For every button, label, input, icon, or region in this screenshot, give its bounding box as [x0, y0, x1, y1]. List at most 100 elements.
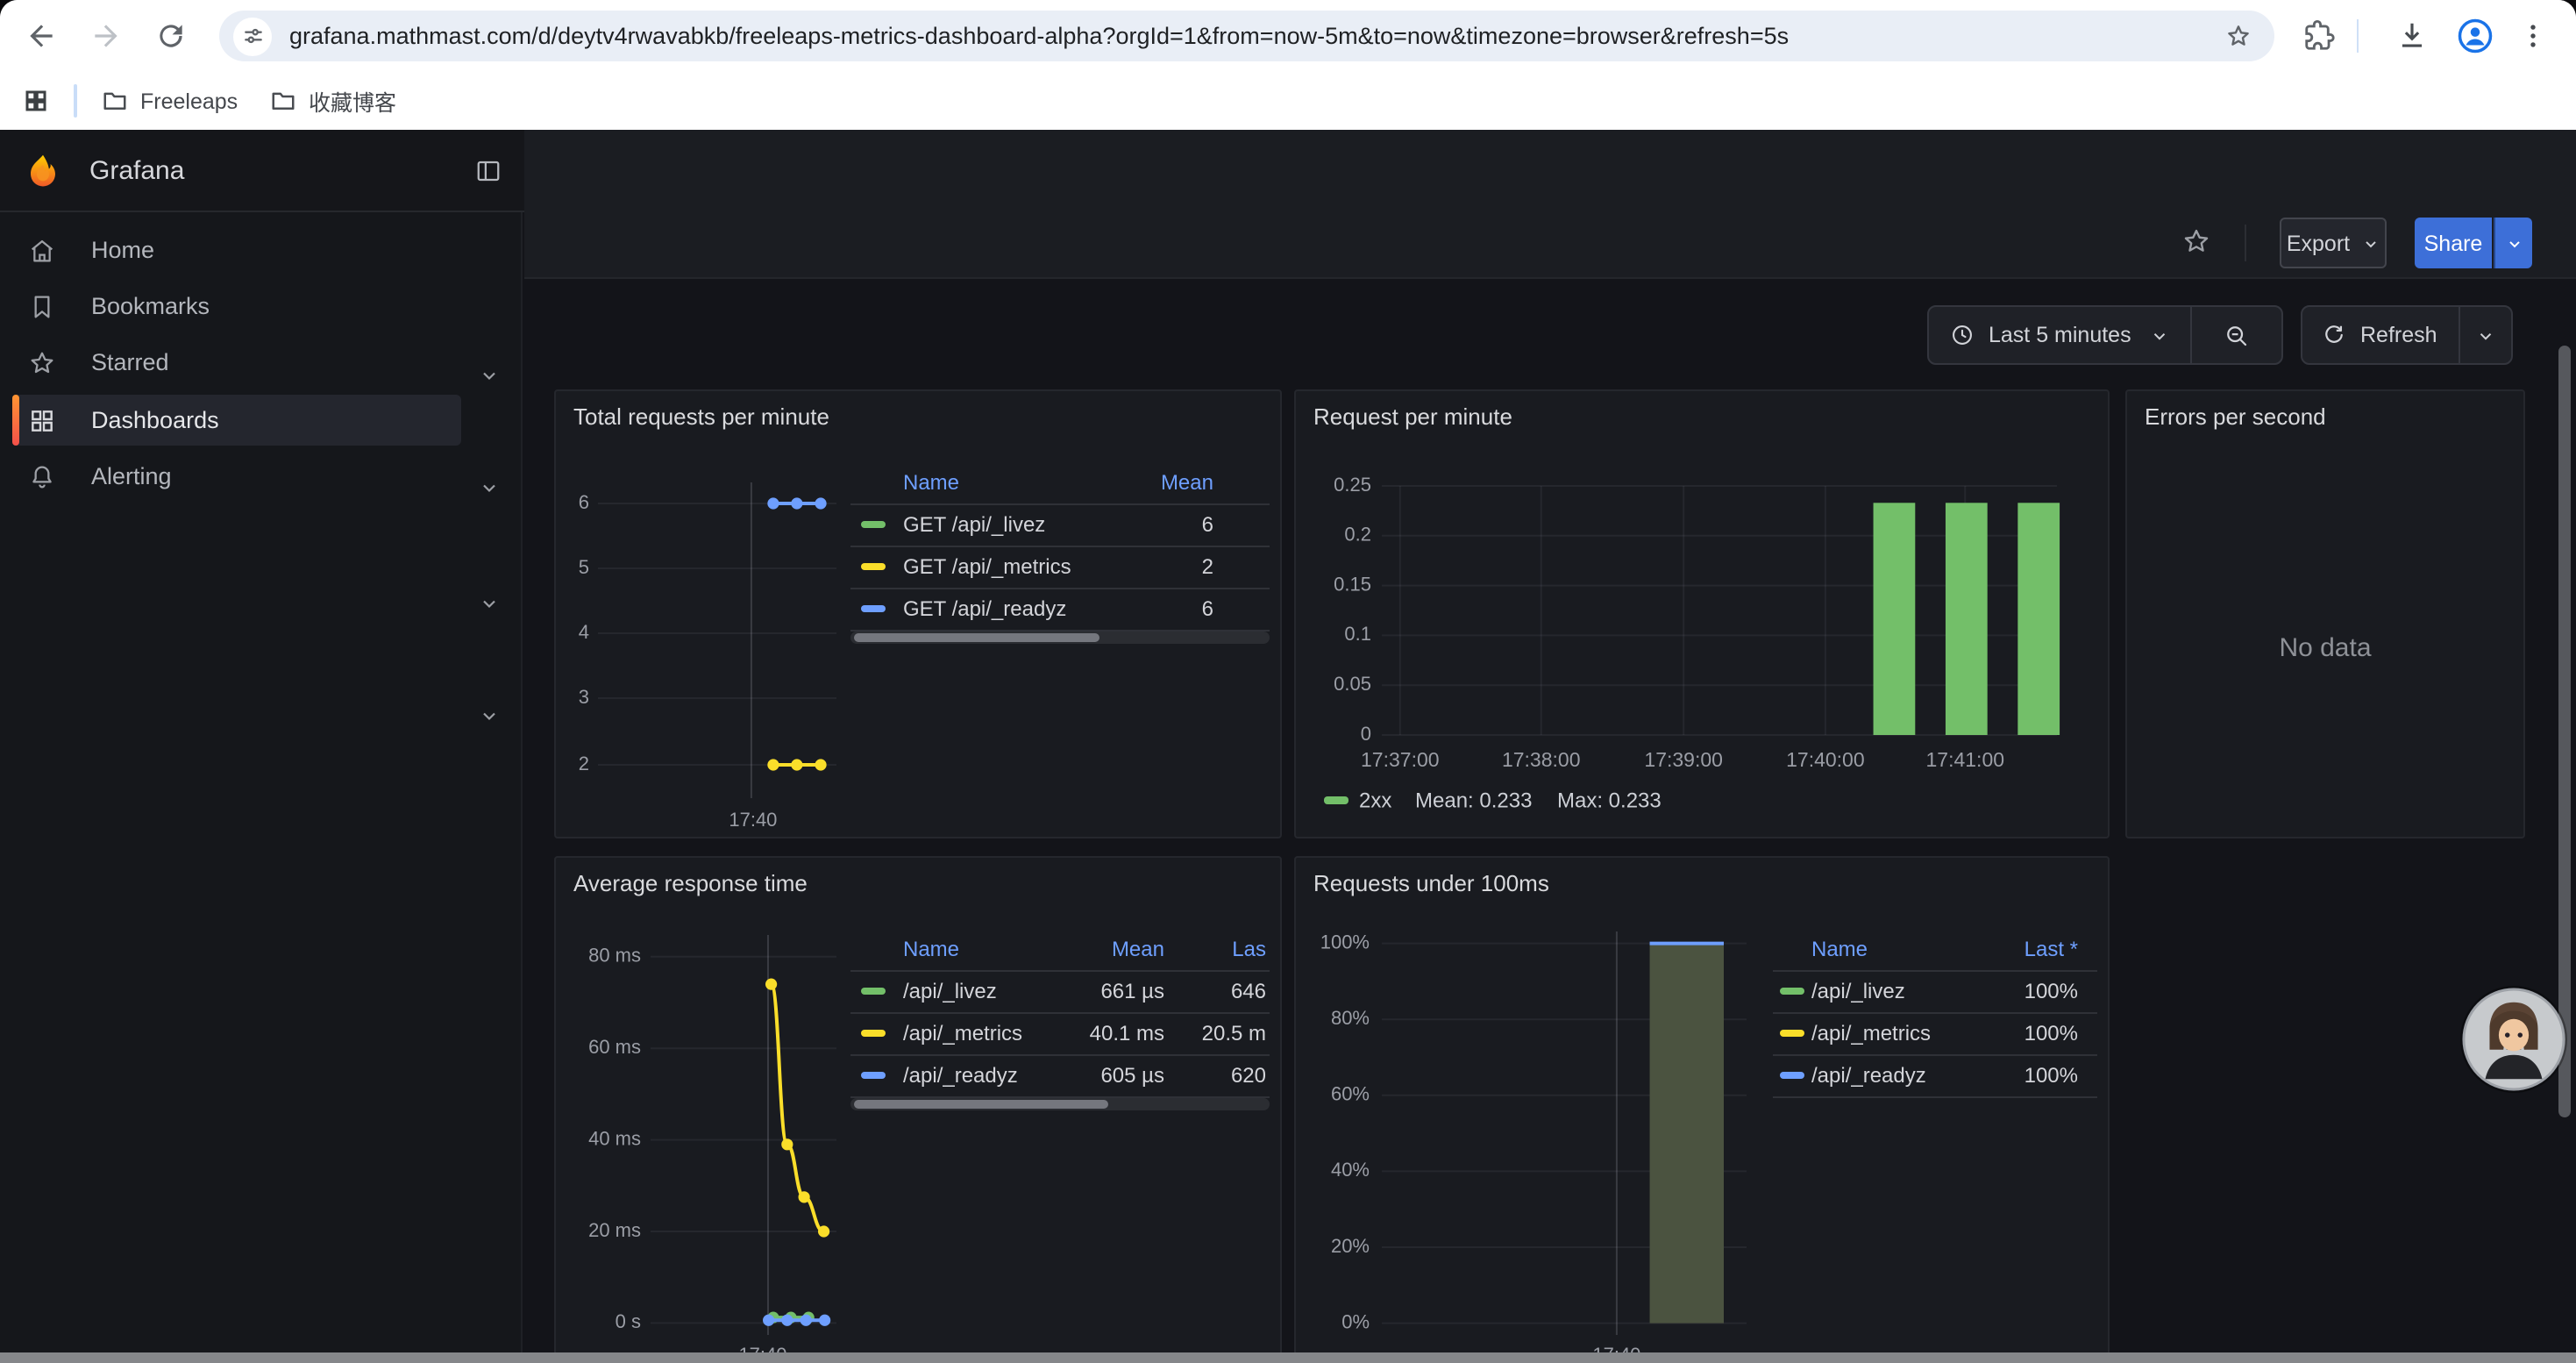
legend-scrollbar-thumb[interactable] — [854, 1100, 1108, 1109]
series-name[interactable]: /api/_metrics — [1811, 1021, 1931, 1045]
legend-table[interactable]: NameMeanLas/api/_livez661 µs646/api/_met… — [850, 928, 1270, 1117]
brand-name[interactable]: Grafana — [89, 130, 184, 212]
sidebar-toggle-icon[interactable] — [475, 158, 502, 184]
download-icon[interactable] — [2395, 19, 2429, 53]
svg-text:4: 4 — [579, 621, 589, 643]
header-divider — [524, 277, 2576, 279]
svg-text:Mean: 0.233: Mean: 0.233 — [1415, 789, 1532, 812]
bookmark-label: Freeleaps — [140, 89, 238, 113]
series-name[interactable]: GET /api/_livez — [903, 512, 1045, 537]
forward-icon[interactable] — [89, 19, 123, 53]
panel-requests-under-100ms[interactable]: Requests under 100ms 100%80%60%40%20%0%1… — [1294, 856, 2110, 1363]
legend-table[interactable]: NameMeanGET /api/_livez6GET /api/_metric… — [850, 461, 1270, 651]
refresh-icon — [2322, 323, 2346, 347]
favorite-star-icon[interactable] — [2181, 226, 2211, 256]
svg-text:0.1: 0.1 — [1344, 623, 1371, 645]
bookmark-star-icon[interactable] — [2224, 21, 2253, 51]
grafana-logo[interactable] — [25, 153, 61, 189]
chevron-down-icon — [2151, 325, 2170, 345]
folder-icon — [270, 88, 296, 114]
svg-text:17:37:00: 17:37:00 — [1361, 748, 1440, 771]
browser-menu-icon[interactable] — [2518, 19, 2548, 53]
series-name[interactable]: GET /api/_metrics — [903, 554, 1071, 579]
sidebar-label: Starred — [91, 349, 169, 375]
sidebar-label: Home — [91, 237, 154, 263]
panel-errors-per-second[interactable]: Errors per second No data — [2125, 389, 2525, 838]
profile-icon[interactable] — [2457, 18, 2494, 63]
extensions-icon[interactable] — [2302, 19, 2336, 53]
grafana-app: Grafana Home Dashboards Freeleaps Metric… — [0, 130, 2576, 1363]
panel-title[interactable]: Errors per second — [2145, 403, 2326, 430]
dashboards-grid-icon — [28, 406, 56, 434]
sidebar-item-starred[interactable]: Starred — [0, 337, 523, 388]
series-swatch — [1780, 988, 1804, 995]
panel-average-response-time[interactable]: Average response time 80 ms60 ms40 ms20 … — [554, 856, 1282, 1363]
svg-text:6: 6 — [579, 491, 589, 513]
series-swatch — [1780, 1072, 1804, 1079]
series-name[interactable]: GET /api/_readyz — [903, 596, 1066, 621]
series-value: 605 µs — [1100, 1063, 1164, 1088]
panel-request-per-minute[interactable]: Request per minute 0.250.20.150.10.05017… — [1294, 389, 2110, 838]
legend-divider — [850, 588, 1270, 589]
legend-col-name: Name — [1811, 937, 1868, 961]
chevron-down-icon[interactable] — [2476, 325, 2495, 345]
export-button[interactable]: Export — [2280, 218, 2387, 268]
chevron-down-icon[interactable] — [479, 593, 500, 614]
legend-scrollbar-thumb[interactable] — [854, 633, 1099, 642]
svg-text:20 ms: 20 ms — [588, 1219, 641, 1241]
bookmark-folder-freeleaps[interactable]: Freeleaps — [102, 72, 238, 130]
legend-table[interactable]: NameLast */api/_livez100%/api/_metrics10… — [1773, 928, 2097, 1103]
svg-text:0.15: 0.15 — [1334, 573, 1371, 595]
bookmark-folder-blogs[interactable]: 收藏博客 — [270, 72, 396, 130]
floating-assistant-avatar[interactable] — [2462, 988, 2565, 1091]
series-name[interactable]: /api/_livez — [1811, 979, 1905, 1003]
sidebar: Home Bookmarks Starred Dashboards A — [0, 212, 523, 1363]
legend-col-value: Last * — [2025, 937, 2078, 961]
legend-col-value: Mean — [1112, 937, 1164, 961]
svg-text:Max: 0.233: Max: 0.233 — [1557, 789, 1662, 812]
time-range-picker[interactable]: Last 5 minutes — [1927, 305, 2283, 365]
series-name[interactable]: /api/_livez — [903, 979, 997, 1003]
series-name[interactable]: /api/_readyz — [1811, 1063, 1926, 1088]
reload-icon[interactable] — [154, 19, 188, 53]
back-icon[interactable] — [25, 19, 58, 53]
share-button[interactable]: Share — [2415, 218, 2492, 268]
legend-scrollbar[interactable] — [850, 632, 1270, 644]
page-scrollbar-thumb[interactable] — [2558, 346, 2571, 1117]
site-settings-icon[interactable] — [233, 17, 272, 55]
share-menu-button[interactable] — [2494, 218, 2532, 268]
legend-divider — [850, 1054, 1270, 1056]
chevron-down-icon — [2505, 234, 2523, 252]
series-name[interactable]: /api/_readyz — [903, 1063, 1018, 1088]
series-swatch — [861, 1030, 886, 1037]
refresh-picker[interactable]: Refresh — [2301, 305, 2513, 365]
sidebar-item-alerting[interactable]: Alerting — [0, 451, 523, 502]
legend-col-name: Name — [903, 470, 959, 495]
svg-text:40 ms: 40 ms — [588, 1127, 641, 1149]
sidebar-label: Dashboards — [91, 407, 219, 433]
bookmark-icon — [28, 292, 56, 320]
window-bottom-edge — [0, 1352, 2576, 1363]
svg-text:2: 2 — [579, 753, 589, 774]
sidebar-item-bookmarks[interactable]: Bookmarks — [0, 281, 523, 332]
zoom-out-icon[interactable] — [2224, 322, 2250, 348]
browser-toolbar: grafana.mathmast.com/d/deytv4rwavabkb/fr… — [0, 0, 2576, 72]
legend-scrollbar[interactable] — [850, 1098, 1270, 1110]
bookmarks-bar: Freeleaps 收藏博客 — [0, 72, 2576, 130]
svg-text:17:40:00: 17:40:00 — [1786, 748, 1865, 771]
legend-col-value: Mean — [1161, 470, 1213, 495]
series-swatch — [861, 605, 886, 612]
request-per-minute-chart[interactable]: 0.250.20.150.10.05017:37:0017:38:0017:39… — [1296, 391, 2110, 838]
series-value: 661 µs — [1100, 979, 1164, 1003]
sidebar-item-home[interactable]: Home — [0, 225, 523, 275]
sidebar-item-dashboards[interactable]: Dashboards — [0, 395, 523, 446]
svg-text:17:41:00: 17:41:00 — [1926, 748, 2005, 771]
chevron-down-icon[interactable] — [479, 705, 500, 726]
apps-grid-icon[interactable] — [23, 88, 49, 114]
address-bar[interactable]: grafana.mathmast.com/d/deytv4rwavabkb/fr… — [219, 11, 2274, 61]
url-text[interactable]: grafana.mathmast.com/d/deytv4rwavabkb/fr… — [289, 23, 2224, 49]
series-name[interactable]: /api/_metrics — [903, 1021, 1022, 1045]
panel-total-requests[interactable]: Total requests per minute 6543217:40 Nam… — [554, 389, 1282, 838]
legend-col-name: Name — [903, 937, 959, 961]
svg-text:0.05: 0.05 — [1334, 673, 1371, 695]
